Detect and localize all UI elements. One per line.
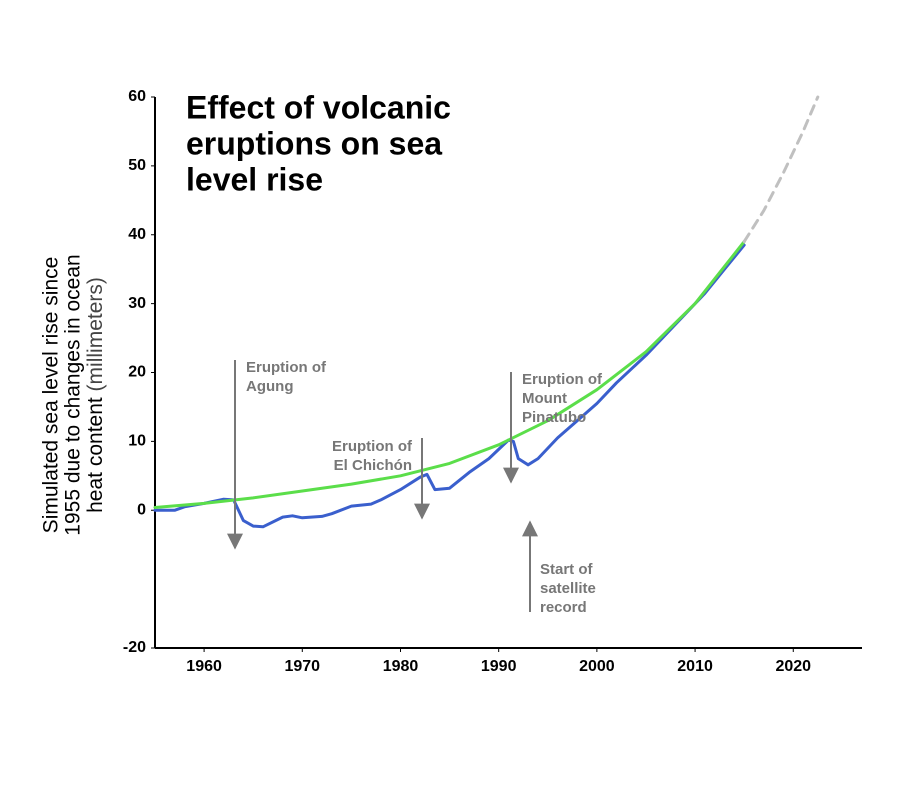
annotation: Eruption of [246, 359, 327, 376]
annotation: satellite [540, 580, 596, 597]
x-tick-label: 2010 [677, 658, 713, 675]
annotation: Start of [540, 561, 594, 578]
chart-title: Effect of volcanic [186, 89, 451, 125]
y-tick-label: 50 [128, 157, 146, 174]
chart-title: level rise [186, 161, 323, 197]
x-tick-label: 1970 [284, 658, 320, 675]
data-line [742, 95, 820, 244]
annotation: Agung [246, 378, 293, 395]
annotation: Eruption of [522, 371, 603, 388]
y-tick-label: 60 [128, 88, 146, 105]
annotation: Mount [522, 390, 567, 407]
y-tick-label: 0 [137, 501, 146, 518]
y-tick-label: -20 [123, 639, 146, 656]
annotation: El Chichón [334, 457, 412, 474]
annotation: Eruption of [332, 438, 413, 455]
y-axis-unit: (millimeters) [84, 277, 107, 391]
x-tick-label: 2000 [579, 658, 615, 675]
y-tick-label: 30 [128, 295, 146, 312]
x-tick-label: 1990 [481, 658, 517, 675]
annotation: record [540, 599, 587, 616]
y-tick-label: 20 [128, 364, 146, 381]
annotation: Pinatubo [522, 409, 586, 426]
data-line [153, 240, 746, 509]
y-axis-label: heat content (millimeters) [84, 277, 107, 513]
data-line [153, 243, 746, 529]
chart-title: eruptions on sea [186, 125, 442, 161]
x-tick-label: 1980 [383, 658, 419, 675]
y-tick-label: 40 [128, 226, 146, 243]
x-tick-label: 2020 [775, 658, 811, 675]
y-tick-label: 10 [128, 433, 146, 450]
x-tick-label: 1960 [186, 658, 222, 675]
y-axis-label: 1955 due to changes in ocean [62, 254, 85, 535]
y-axis-label: Simulated sea level rise since [40, 257, 63, 534]
y-axis-label-part: heat content [84, 397, 107, 513]
